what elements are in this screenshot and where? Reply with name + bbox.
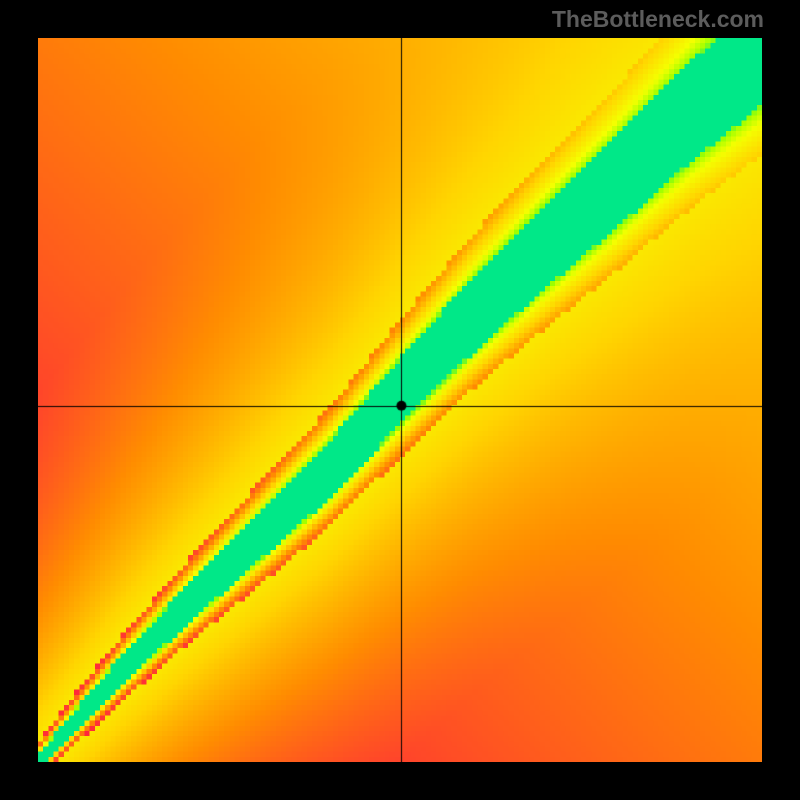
chart-container: TheBottleneck.com [0, 0, 800, 800]
crosshair-overlay [38, 38, 762, 762]
watermark-text: TheBottleneck.com [552, 6, 764, 33]
